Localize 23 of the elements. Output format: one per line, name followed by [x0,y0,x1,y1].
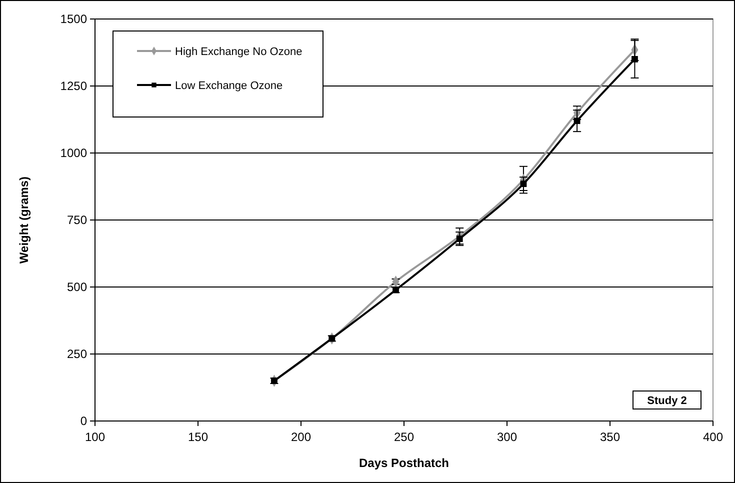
y-tick-label: 250 [66,347,88,361]
point [520,180,527,188]
x-tick-label: 200 [290,430,312,444]
x-tick-label: 350 [600,430,620,444]
x-tick-label: 250 [394,430,414,444]
legend-label: High Exchange No Ozone [175,46,302,58]
x-tick-label: 100 [84,430,106,444]
x-axis-title: Days Posthatch [358,456,450,470]
point [574,118,580,124]
x-tick-label: 150 [188,430,208,444]
x-tick-label: 300 [496,430,518,444]
y-tick-label: 1500 [60,12,88,26]
y-tick-label: 0 [80,414,88,428]
y-tick-label: 1250 [60,79,88,93]
y-tick-label: 750 [66,213,88,227]
annotation: Study 2 [647,395,687,407]
y-tick-label: 500 [66,280,88,294]
point [456,236,463,242]
y-tick-label: 1000 [60,146,88,160]
point [632,56,638,62]
legend-label: Low Exchange Ozone [175,80,283,92]
y-axis-title: Weight (grams) [17,176,31,264]
x-tick-label: 400 [702,430,724,444]
